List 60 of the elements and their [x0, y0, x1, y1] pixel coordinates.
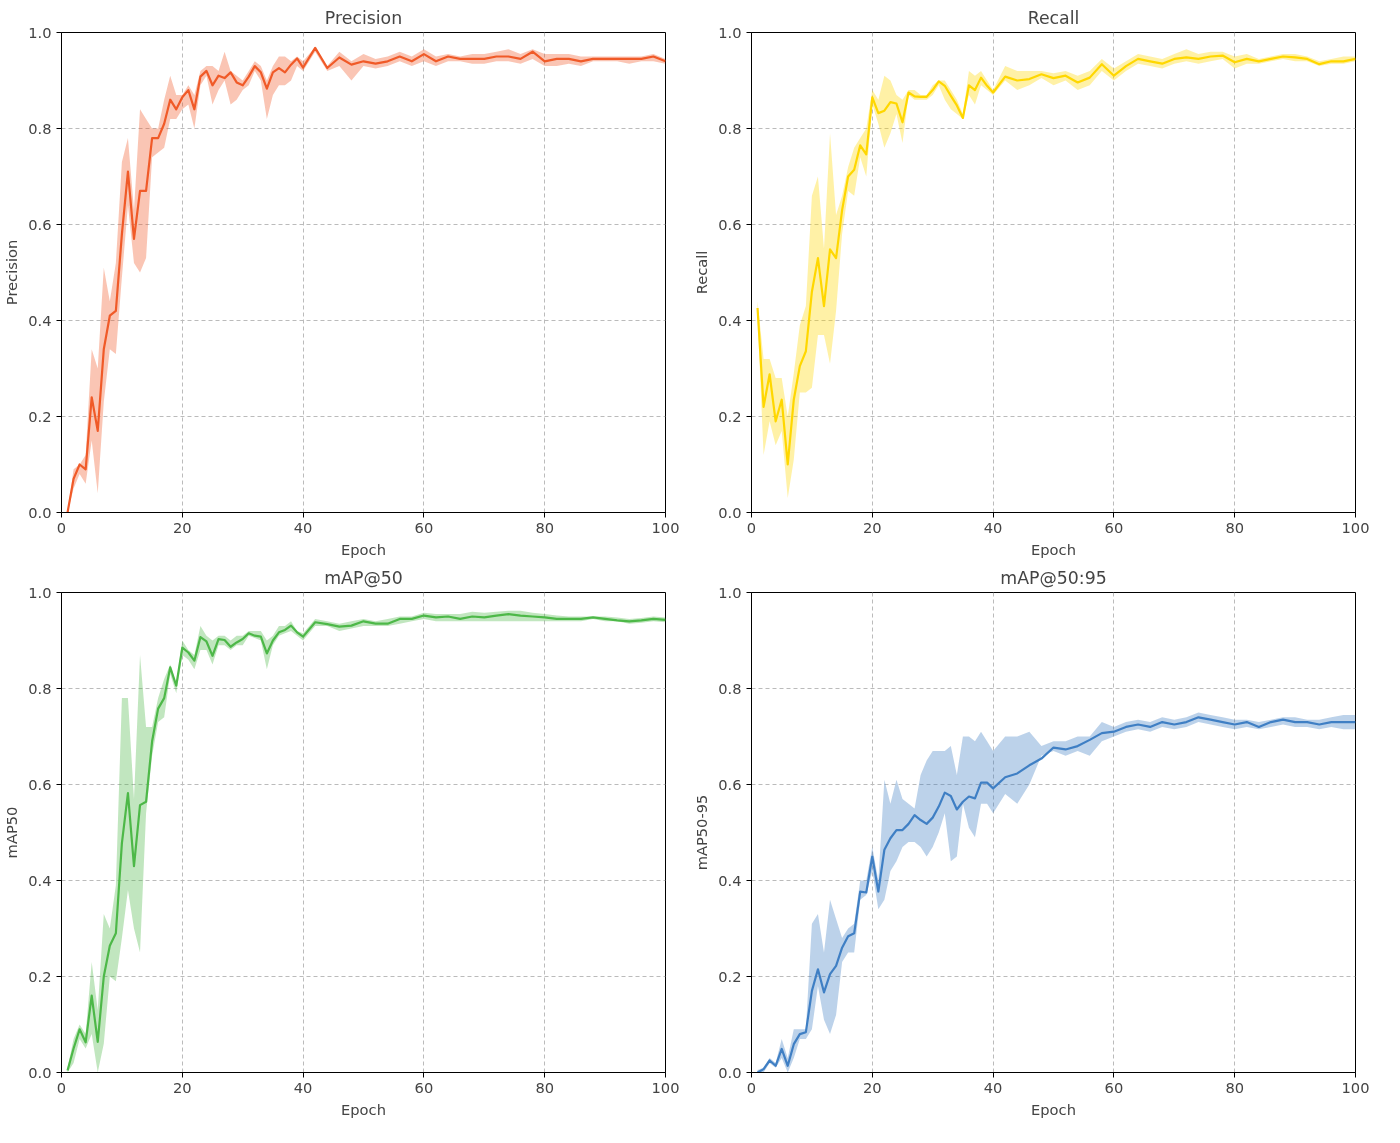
x-tick-label: 20 [172, 518, 192, 536]
y-tick-label: 1.0 [28, 583, 52, 601]
x-axis-title: Epoch [1031, 1100, 1076, 1118]
y-tick-label: 0.4 [718, 311, 742, 329]
x-tick-label: 60 [414, 518, 434, 536]
y-tick-label: 0.4 [28, 871, 52, 889]
y-tick-label: 0.0 [718, 503, 742, 521]
y-tick-label: 0.6 [718, 215, 742, 233]
chart-title: Recall [1027, 7, 1080, 28]
x-tick-label: 80 [535, 1078, 555, 1096]
x-tick-label: 40 [983, 518, 1003, 536]
x-axis-title: Epoch [1031, 540, 1076, 558]
x-axis-title: Epoch [341, 540, 386, 558]
y-tick-label: 1.0 [28, 23, 52, 41]
chart-title: Precision [324, 7, 403, 28]
x-tick-label: 20 [172, 1078, 192, 1096]
y-tick-label: 0.2 [718, 967, 742, 985]
y-tick-label: 0.8 [718, 679, 742, 697]
x-tick-label: 100 [1341, 518, 1370, 536]
y-tick-label: 0.0 [718, 1063, 742, 1081]
y-tick-label: 1.0 [718, 583, 742, 601]
y-tick-label: 0.2 [28, 407, 52, 425]
chart-title: mAP@50:95 [1000, 567, 1107, 588]
y-tick-label: 0.0 [28, 503, 52, 521]
x-tick-label: 0 [56, 518, 67, 536]
y-axis-title: mAP50 [3, 806, 21, 859]
y-axis-title: Precision [3, 239, 21, 306]
x-tick-label: 60 [1104, 518, 1124, 536]
x-tick-label: 0 [746, 1078, 757, 1096]
x-tick-label: 40 [983, 1078, 1003, 1096]
y-tick-label: 0.8 [28, 679, 52, 697]
x-tick-label: 100 [651, 1078, 680, 1096]
y-tick-label: 0.4 [718, 871, 742, 889]
chart-title: mAP@50 [324, 567, 403, 588]
x-tick-label: 80 [535, 518, 555, 536]
x-tick-label: 80 [1225, 1078, 1245, 1096]
y-tick-label: 0.8 [718, 119, 742, 137]
y-tick-label: 0.8 [28, 119, 52, 137]
x-tick-label: 60 [1104, 1078, 1124, 1096]
x-tick-label: 20 [862, 1078, 882, 1096]
x-tick-label: 0 [56, 1078, 67, 1096]
y-tick-label: 0.6 [28, 775, 52, 793]
y-tick-label: 0.2 [28, 967, 52, 985]
x-axis-title: Epoch [341, 1100, 386, 1118]
y-tick-label: 0.2 [718, 407, 742, 425]
x-tick-label: 100 [651, 518, 680, 536]
y-tick-label: 0.6 [718, 775, 742, 793]
x-tick-label: 100 [1341, 1078, 1370, 1096]
y-tick-label: 0.6 [28, 215, 52, 233]
x-tick-label: 40 [293, 518, 313, 536]
x-tick-label: 60 [414, 1078, 434, 1096]
y-axis-title: mAP50-95 [693, 794, 711, 871]
y-axis-title: Recall [693, 250, 711, 295]
y-tick-label: 0.4 [28, 311, 52, 329]
y-tick-label: 1.0 [718, 23, 742, 41]
x-tick-label: 20 [862, 518, 882, 536]
y-tick-label: 0.0 [28, 1063, 52, 1081]
x-tick-label: 0 [746, 518, 757, 536]
x-tick-label: 80 [1225, 518, 1245, 536]
x-tick-label: 40 [293, 1078, 313, 1096]
